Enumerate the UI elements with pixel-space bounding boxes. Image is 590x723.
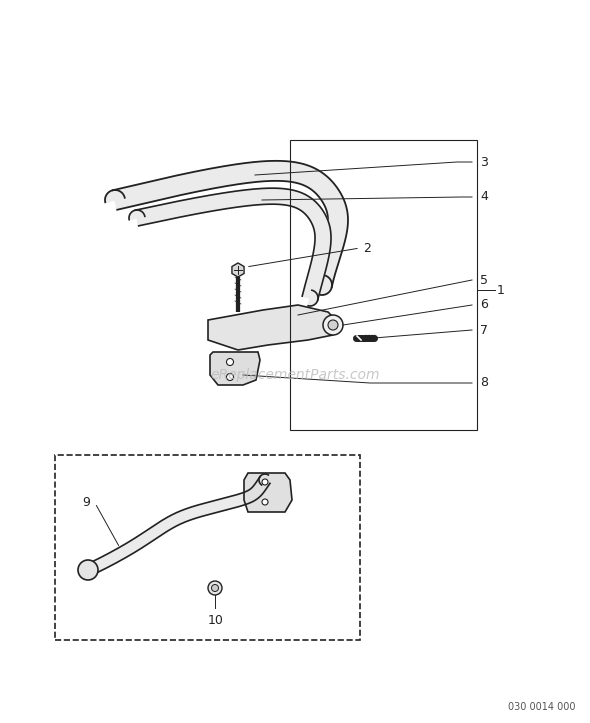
Polygon shape (232, 263, 244, 277)
Text: 10: 10 (208, 614, 224, 627)
Polygon shape (83, 476, 270, 576)
Text: 8: 8 (480, 377, 488, 390)
Text: eReplacementParts.com: eReplacementParts.com (210, 368, 380, 382)
Polygon shape (210, 352, 260, 385)
Bar (290, 140, 477, 430)
Circle shape (227, 359, 234, 366)
Circle shape (262, 499, 268, 505)
Polygon shape (259, 474, 268, 485)
Polygon shape (320, 275, 332, 295)
Polygon shape (208, 305, 338, 350)
Circle shape (78, 560, 98, 580)
Text: 4: 4 (480, 190, 488, 203)
Circle shape (208, 581, 222, 595)
Circle shape (211, 584, 218, 591)
Text: 1: 1 (497, 283, 505, 296)
Polygon shape (129, 210, 145, 220)
Polygon shape (105, 190, 124, 202)
Polygon shape (244, 473, 292, 512)
Circle shape (262, 479, 268, 485)
Text: 7: 7 (480, 323, 488, 336)
Polygon shape (113, 161, 348, 287)
Text: 5: 5 (480, 273, 488, 286)
Circle shape (227, 374, 234, 380)
Text: 3: 3 (480, 155, 488, 168)
Polygon shape (86, 564, 94, 576)
Text: 9: 9 (82, 497, 90, 510)
Polygon shape (308, 290, 318, 306)
Polygon shape (135, 188, 331, 300)
Text: 030 0014 000: 030 0014 000 (507, 702, 575, 712)
Text: 6: 6 (480, 299, 488, 312)
Circle shape (328, 320, 338, 330)
Text: 2: 2 (363, 241, 371, 254)
Circle shape (323, 315, 343, 335)
